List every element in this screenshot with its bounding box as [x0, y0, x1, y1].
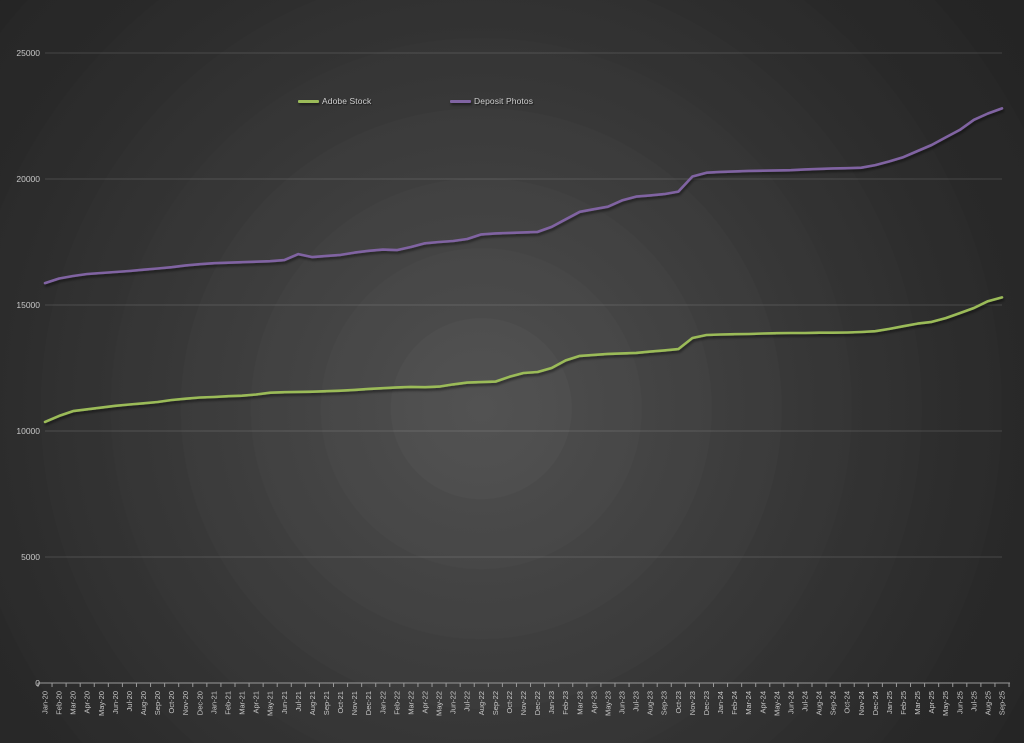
x-axis-label: Dec-22 — [533, 691, 542, 715]
x-axis-label: Nov-20 — [181, 691, 190, 715]
legend-swatch-adobe-stock — [298, 99, 319, 103]
x-axis-label: Jul-25 — [969, 691, 978, 711]
y-axis-label: 5000 — [21, 552, 40, 562]
x-axis-label: Jan-23 — [547, 691, 556, 714]
y-axis-label: 15000 — [16, 300, 40, 310]
x-axis-label: Sep-20 — [153, 691, 162, 715]
x-axis-label: Feb-21 — [223, 691, 232, 715]
x-axis-label: May-20 — [97, 691, 106, 716]
x-axis-label: Aug-24 — [815, 691, 824, 715]
x-axis-label: Sep-21 — [322, 691, 331, 715]
x-axis-label: Aug-23 — [646, 691, 655, 715]
x-axis-label: Feb-24 — [730, 691, 739, 715]
x-axis-label: Jan-21 — [209, 691, 218, 714]
x-axis-label: Mar-21 — [238, 691, 247, 715]
axes — [37, 682, 1010, 687]
x-axis-label: Oct-20 — [167, 691, 176, 714]
x-axis-label: Jun-25 — [955, 691, 964, 714]
x-axis-label: Sep-22 — [491, 691, 500, 715]
x-axis-label: Apr-20 — [83, 691, 92, 714]
x-axis-label: Feb-20 — [55, 691, 64, 715]
x-axis-label: Oct-23 — [674, 691, 683, 714]
x-axis-label: Nov-22 — [519, 691, 528, 715]
axis-labels: 0 5000 10000 15000 20000 25000 Jan-20 Feb-20 Mar… — [16, 48, 1006, 716]
x-axis-label: Apr-25 — [927, 691, 936, 714]
x-axis-label: Jun-22 — [449, 691, 458, 714]
x-axis-label: May-25 — [941, 691, 950, 716]
x-axis-label: Jan-20 — [41, 691, 50, 714]
x-axis-label: Jul-23 — [632, 691, 641, 711]
x-axis-label: Jun-24 — [786, 691, 795, 714]
x-axis-label: Nov-24 — [857, 691, 866, 715]
x-axis-label: Apr-22 — [420, 691, 429, 714]
x-axis-label: Sep-24 — [829, 691, 838, 715]
legend-item-adobe-stock: Adobe Stock — [298, 95, 371, 107]
legend-item-deposit-photos: Deposit Photos — [450, 95, 533, 107]
chart-legend: Adobe Stock Deposit Photos — [0, 95, 1024, 109]
x-axis-label: Oct-21 — [336, 691, 345, 714]
data-series — [43, 107, 1004, 424]
series-line-deposit-photos — [43, 107, 1004, 285]
x-axis-label: Jun-23 — [618, 691, 627, 714]
x-axis-label: May-21 — [266, 691, 275, 716]
x-axis-label: Jul-22 — [463, 691, 472, 711]
x-axis-label: Jul-21 — [294, 691, 303, 711]
y-axis-label: 0 — [35, 678, 40, 688]
x-axis-label: May-24 — [772, 691, 781, 716]
gridlines — [45, 52, 1002, 558]
legend-label-adobe-stock: Adobe Stock — [322, 96, 372, 106]
legend-swatch-deposit-photos — [450, 99, 471, 103]
x-axis-label: Feb-25 — [899, 691, 908, 715]
x-axis-label: Mar-23 — [575, 691, 584, 715]
x-axis-label: Aug-20 — [139, 691, 148, 715]
x-axis-label: Aug-21 — [308, 691, 317, 715]
y-axis-label: 20000 — [16, 174, 40, 184]
x-axis-label: Aug-22 — [477, 691, 486, 715]
x-axis-label: Jul-20 — [125, 691, 134, 711]
x-axis-label: Jan-25 — [885, 691, 894, 714]
x-axis-label: Jan-22 — [378, 691, 387, 714]
x-axis-label: Dec-20 — [195, 691, 204, 715]
x-axis-label: Mar-22 — [406, 691, 415, 715]
x-axis-label: Jan-24 — [716, 691, 725, 714]
x-axis-label: Feb-23 — [561, 691, 570, 715]
x-axis-label: Sep-23 — [660, 691, 669, 715]
x-axis-label: Nov-23 — [688, 691, 697, 715]
x-axis-label: Oct-22 — [505, 691, 514, 714]
x-axis-label: Dec-21 — [364, 691, 373, 715]
x-axis-label: Jun-20 — [111, 691, 120, 714]
x-axis-label: Dec-24 — [871, 691, 880, 715]
x-axis-label: Oct-24 — [843, 691, 852, 714]
x-axis-label: Dec-23 — [702, 691, 711, 715]
x-axis-label: Apr-21 — [252, 691, 261, 714]
y-axis-label: 10000 — [16, 426, 40, 436]
x-axis-label: May-23 — [603, 691, 612, 716]
series-line-adobe-stock — [43, 296, 1004, 424]
x-axis-label: Apr-24 — [758, 691, 767, 714]
x-axis-label: Sep-25 — [998, 691, 1007, 715]
x-axis-label: May-22 — [435, 691, 444, 716]
x-axis-label: Aug-25 — [983, 691, 992, 715]
x-axis-label: Jul-24 — [800, 691, 809, 711]
y-axis-label: 25000 — [16, 48, 40, 58]
legend-label-deposit-photos: Deposit Photos — [474, 96, 534, 106]
x-axis-label: Jun-21 — [280, 691, 289, 714]
x-axis-label: Mar-20 — [69, 691, 78, 715]
x-axis-label: Mar-24 — [744, 691, 753, 715]
x-axis-label: Nov-21 — [350, 691, 359, 715]
x-axis-label: Apr-23 — [589, 691, 598, 714]
x-axis-label: Mar-25 — [913, 691, 922, 715]
x-axis-label: Feb-22 — [392, 691, 401, 715]
